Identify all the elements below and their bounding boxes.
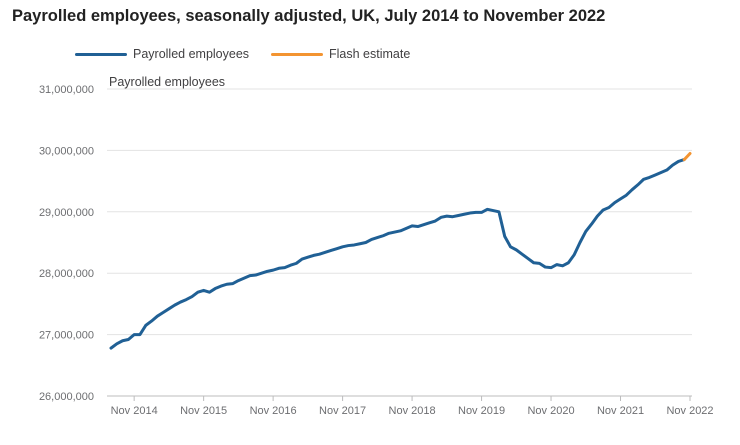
x-tick-label: Nov 2020 [527, 405, 574, 417]
y-tick-label: 31,000,000 [39, 84, 94, 96]
x-tick-label: Nov 2014 [111, 405, 158, 417]
legend-label-payrolled: Payrolled employees [133, 47, 250, 61]
series-lines [109, 151, 692, 350]
y-tick-label: 29,000,000 [39, 207, 94, 219]
x-tick-label: Nov 2017 [319, 405, 366, 417]
legend-label-flash: Flash estimate [329, 47, 411, 61]
y-tick-label: 27,000,000 [39, 330, 94, 342]
x-tick-label: Nov 2021 [597, 405, 644, 417]
x-tick-label: Nov 2015 [180, 405, 227, 417]
legend-swatch-flash [271, 52, 323, 56]
y-axis-ticks: 26,000,000 27,000,000 28,000,000 29,000,000… [39, 84, 94, 403]
x-tick-label: Nov 2022 [666, 405, 713, 417]
series-line-flash [682, 151, 692, 162]
legend-item-flash: Flash estimate [271, 47, 410, 61]
y-axis-label: Payrolled employees [109, 75, 225, 89]
x-tick-label: Nov 2016 [250, 405, 297, 417]
y-tick-label: 26,000,000 [39, 391, 94, 403]
x-axis-ticks: Nov 2014 Nov 2015 Nov 2016 Nov 2017 Nov 2018… [111, 396, 714, 417]
legend-item-payrolled: Payrolled employees [75, 47, 249, 61]
gridlines [107, 88, 692, 397]
y-tick-label: 28,000,000 [39, 268, 94, 280]
legend-swatch-payrolled [75, 52, 127, 56]
series-line-payrolled [109, 158, 686, 350]
x-tick-label: Nov 2018 [389, 405, 436, 417]
x-tick-label: Nov 2019 [458, 405, 505, 417]
y-tick-label: 30,000,000 [39, 145, 94, 157]
chart-title: Payrolled employees, seasonally adjusted… [12, 7, 606, 25]
